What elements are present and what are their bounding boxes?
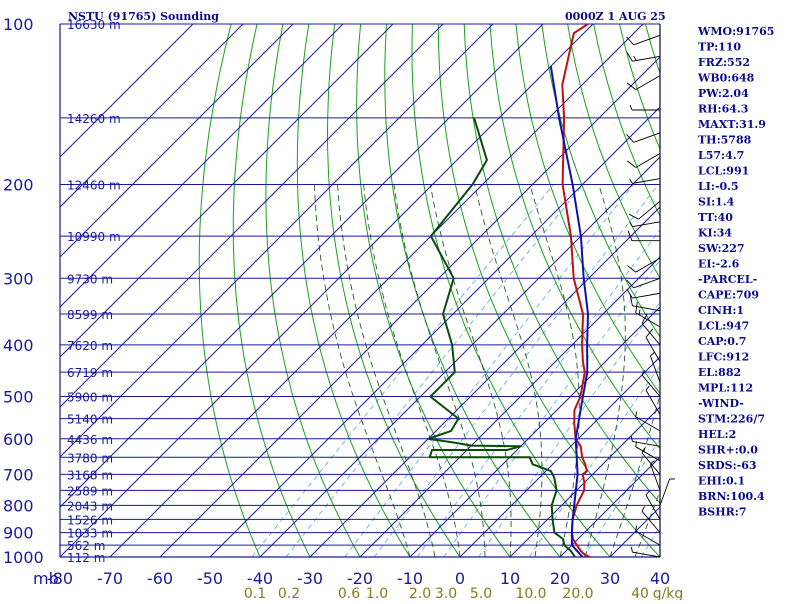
index-line-1: TP:110 (698, 41, 741, 54)
index-line-21: LFC:912 (698, 351, 749, 364)
index-line-14: SW:227 (698, 242, 745, 255)
index-line-24: -WIND- (698, 397, 744, 410)
index-line-29: EHI:0.1 (698, 475, 745, 488)
index-line-17: CAPE:709 (698, 289, 759, 302)
index-line-3: WB0:648 (697, 72, 755, 85)
index-line-5: RH:64.3 (698, 103, 748, 116)
index-line-20: CAP:0.7 (698, 335, 746, 348)
index-line-31: BSHR:7 (698, 506, 747, 519)
index-line-6: MAXT:31.9 (698, 118, 766, 131)
index-line-10: LI:-0.5 (698, 180, 739, 193)
index-line-30: BRN:100.4 (698, 490, 765, 503)
index-line-18: CINH:1 (698, 304, 744, 317)
index-line-13: KI:34 (698, 227, 732, 240)
index-line-26: HEL:2 (698, 428, 736, 441)
index-line-23: MPL:112 (698, 382, 753, 395)
index-line-0: WMO:91765 (697, 25, 774, 38)
index-line-9: LCL:991 (698, 165, 749, 178)
index-line-27: SHR+:0.0 (698, 444, 758, 457)
index-line-8: L57:4.7 (698, 149, 744, 162)
index-line-16: -PARCEL- (698, 273, 757, 286)
index-line-2: FRZ:552 (698, 56, 750, 69)
index-line-4: PW:2.04 (698, 87, 749, 100)
index-line-22: EL:882 (698, 366, 741, 379)
index-line-19: LCL:947 (698, 320, 749, 333)
index-line-28: SRDS:-63 (698, 459, 757, 472)
index-line-7: TH:5788 (698, 134, 752, 147)
index-line-25: STM:226/7 (698, 413, 765, 426)
index-line-15: EI:-2.6 (698, 258, 740, 271)
index-line-11: SI:1.4 (698, 196, 735, 209)
index-line-12: TT:40 (698, 211, 733, 224)
